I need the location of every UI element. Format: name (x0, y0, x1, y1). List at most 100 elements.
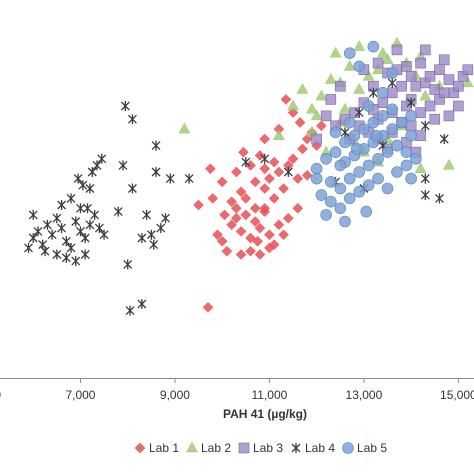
lab-4-point-23 (76, 203, 85, 214)
lab-2-point-8 (343, 59, 356, 71)
plot-area (24, 36, 474, 316)
lab-4-point-34 (127, 183, 137, 194)
lab-1-point-7 (245, 232, 256, 244)
lab-5-point-49 (320, 209, 332, 221)
lab-1-point-26 (193, 199, 204, 211)
lab-2-point-26 (443, 158, 455, 170)
lab-4-point-19 (71, 256, 81, 267)
lab-3-point-45 (420, 44, 431, 56)
lab-3-point-20 (377, 97, 389, 108)
lab-3-point-3 (401, 61, 412, 72)
lab-3-point-33 (415, 107, 426, 118)
lab-4-point-65 (435, 193, 444, 204)
lab-4-point-17 (52, 249, 62, 260)
lab-5-point-24 (362, 179, 375, 191)
lab-1-point-13 (235, 249, 247, 260)
lab-3-point-36 (443, 110, 455, 122)
lab-4-point-24 (85, 183, 95, 194)
lab-2-point-5 (315, 89, 328, 101)
lab-5-point-16 (372, 153, 384, 165)
lab-5-point-8 (386, 123, 399, 135)
lab-5-point-9 (395, 116, 408, 129)
lab-5-point-37 (329, 126, 342, 139)
lab-1-point-20 (259, 183, 271, 194)
lab-4-point-64 (420, 173, 430, 184)
x-axis-ticks: 5,000 7,000 9,000 11,000 13,000 15,000 (0, 378, 474, 402)
lab-4-point-29 (87, 167, 97, 177)
lab-4-point-41 (161, 213, 170, 224)
lab-5-point-17 (381, 146, 394, 158)
lab-1-point-42 (259, 163, 271, 175)
lab-5-point-33 (367, 116, 380, 129)
lab-5-point-46 (400, 146, 413, 158)
lab-4-point-4 (42, 219, 52, 230)
lab-5-point-27 (391, 166, 403, 178)
lab-5-point-11 (325, 176, 337, 188)
lab-4-point-42 (149, 239, 159, 250)
lab-3-point-54 (438, 87, 450, 99)
lab-3-point-42 (334, 80, 346, 92)
lab-1-point-47 (282, 212, 294, 224)
lab-4-point-35 (151, 167, 161, 177)
x-tick-label: 5,000 (0, 388, 1, 402)
lab-5-point-15 (362, 159, 375, 172)
lab-1-point-55 (252, 235, 263, 247)
lab-3-point-15 (462, 64, 474, 75)
lab-4-point-48 (127, 114, 137, 125)
lab-3-point-10 (434, 64, 445, 75)
lab-5-point-42 (353, 60, 365, 73)
lab-1-point-2 (221, 245, 233, 257)
lab-4-point-9 (66, 242, 76, 253)
lab-5-point-10 (405, 110, 417, 122)
lab-5-point-29 (410, 153, 422, 165)
lab-3-point-23 (349, 107, 360, 118)
lab-5-point-41 (386, 67, 399, 79)
lab-4-point-5 (47, 229, 57, 240)
legend-marker-lab-2 (186, 441, 198, 453)
lab-3-point-44 (391, 44, 403, 56)
lab-2-point-32 (329, 46, 342, 58)
lab-5-point-21 (334, 202, 347, 215)
lab-4-point-40 (156, 223, 166, 234)
legend-label-lab-5: Lab 5 (357, 441, 387, 455)
lab-4-point-50 (241, 157, 251, 168)
lab-5-point-40 (376, 87, 389, 99)
lab-1-point-46 (231, 202, 242, 214)
lab-4-point-52 (283, 167, 293, 177)
legend-label-lab-1: Lab 1 (149, 441, 179, 455)
lab-3-point-37 (453, 100, 464, 112)
lab-4-point-22 (66, 193, 76, 204)
lab-1-point-19 (249, 176, 261, 188)
lab-4-point-38 (146, 229, 156, 240)
lab-1-point-39 (216, 176, 228, 188)
lab-1-point-30 (278, 183, 289, 194)
lab-4-point-30 (92, 160, 102, 171)
lab-4-point-28 (78, 180, 88, 191)
lab-1-point-54 (205, 163, 216, 175)
lab-5-point-38 (343, 116, 356, 129)
lab-4-point-43 (113, 206, 123, 217)
legend: Lab 1 Lab 2 Lab 3 Lab 4 Lab 5 (134, 441, 387, 455)
lab-4-point-11 (76, 226, 85, 237)
lab-5-point-34 (376, 110, 389, 122)
lab-1-point-27 (207, 193, 219, 204)
lab-4-point-12 (80, 233, 90, 243)
lab-2-point-0 (178, 122, 191, 134)
lab-2-point-28 (310, 109, 323, 121)
lab-4-point-39 (137, 233, 147, 243)
lab-1-point-15 (254, 249, 266, 260)
lab-5-point-12 (334, 182, 347, 195)
lab-4-point-44 (123, 259, 133, 270)
lab-5-point-19 (315, 189, 328, 201)
x-tick-label: 13,000 (346, 388, 383, 402)
lab-1-point-21 (273, 166, 285, 178)
lab-4-point-63 (420, 190, 430, 201)
x-tick-label: 11,000 (252, 388, 288, 402)
lab-4-point-27 (83, 203, 93, 214)
lab-4-point-49 (184, 173, 194, 184)
lab-5-point-47 (360, 205, 373, 218)
lab-5-point-39 (362, 100, 375, 112)
lab-5-point-53 (369, 129, 382, 142)
lab-4-point-45 (137, 299, 147, 309)
